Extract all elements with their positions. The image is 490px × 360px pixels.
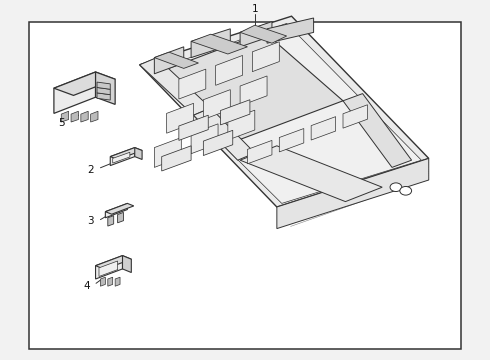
Polygon shape xyxy=(228,110,255,140)
Polygon shape xyxy=(343,105,368,128)
Polygon shape xyxy=(343,94,412,167)
Polygon shape xyxy=(97,87,110,95)
Polygon shape xyxy=(140,58,211,115)
Polygon shape xyxy=(252,42,279,72)
Polygon shape xyxy=(277,158,429,229)
Text: 3: 3 xyxy=(87,216,94,226)
Polygon shape xyxy=(118,212,123,223)
Polygon shape xyxy=(135,148,142,159)
Polygon shape xyxy=(96,256,122,279)
Polygon shape xyxy=(162,146,191,171)
Polygon shape xyxy=(220,100,250,125)
Circle shape xyxy=(400,186,412,195)
Polygon shape xyxy=(240,146,382,202)
Polygon shape xyxy=(154,138,181,167)
Polygon shape xyxy=(240,22,272,47)
Polygon shape xyxy=(240,25,287,43)
Polygon shape xyxy=(100,277,105,286)
Polygon shape xyxy=(108,277,113,286)
Polygon shape xyxy=(191,29,230,58)
Polygon shape xyxy=(167,103,194,133)
Polygon shape xyxy=(279,129,304,152)
Circle shape xyxy=(390,183,402,192)
Polygon shape xyxy=(96,256,131,269)
Text: 5: 5 xyxy=(58,118,65,129)
Polygon shape xyxy=(115,277,120,286)
Polygon shape xyxy=(203,90,230,120)
Polygon shape xyxy=(216,55,243,85)
Polygon shape xyxy=(61,111,69,122)
Polygon shape xyxy=(240,76,267,106)
Polygon shape xyxy=(154,32,343,142)
Polygon shape xyxy=(108,216,114,226)
Polygon shape xyxy=(179,69,206,99)
Polygon shape xyxy=(99,261,118,276)
Polygon shape xyxy=(311,117,336,140)
Polygon shape xyxy=(247,140,272,164)
Polygon shape xyxy=(122,256,131,273)
Bar xyxy=(29,22,461,349)
Polygon shape xyxy=(110,148,135,166)
Text: 1: 1 xyxy=(251,4,258,14)
Polygon shape xyxy=(140,16,429,207)
Text: 2: 2 xyxy=(87,165,94,175)
Polygon shape xyxy=(105,203,134,214)
Polygon shape xyxy=(203,130,233,156)
Polygon shape xyxy=(113,152,130,163)
Polygon shape xyxy=(54,72,96,113)
Polygon shape xyxy=(194,108,255,160)
Polygon shape xyxy=(267,18,314,43)
Polygon shape xyxy=(154,52,198,68)
Polygon shape xyxy=(96,72,115,104)
Polygon shape xyxy=(154,47,184,74)
Polygon shape xyxy=(81,111,88,122)
Polygon shape xyxy=(97,82,110,89)
Polygon shape xyxy=(97,93,110,100)
Text: 4: 4 xyxy=(84,281,91,291)
Polygon shape xyxy=(54,72,115,95)
Polygon shape xyxy=(110,148,142,159)
Polygon shape xyxy=(105,203,127,218)
Polygon shape xyxy=(191,124,218,154)
Polygon shape xyxy=(191,34,247,54)
Polygon shape xyxy=(91,111,98,122)
Polygon shape xyxy=(179,115,208,140)
Polygon shape xyxy=(71,111,78,122)
Polygon shape xyxy=(149,23,421,203)
